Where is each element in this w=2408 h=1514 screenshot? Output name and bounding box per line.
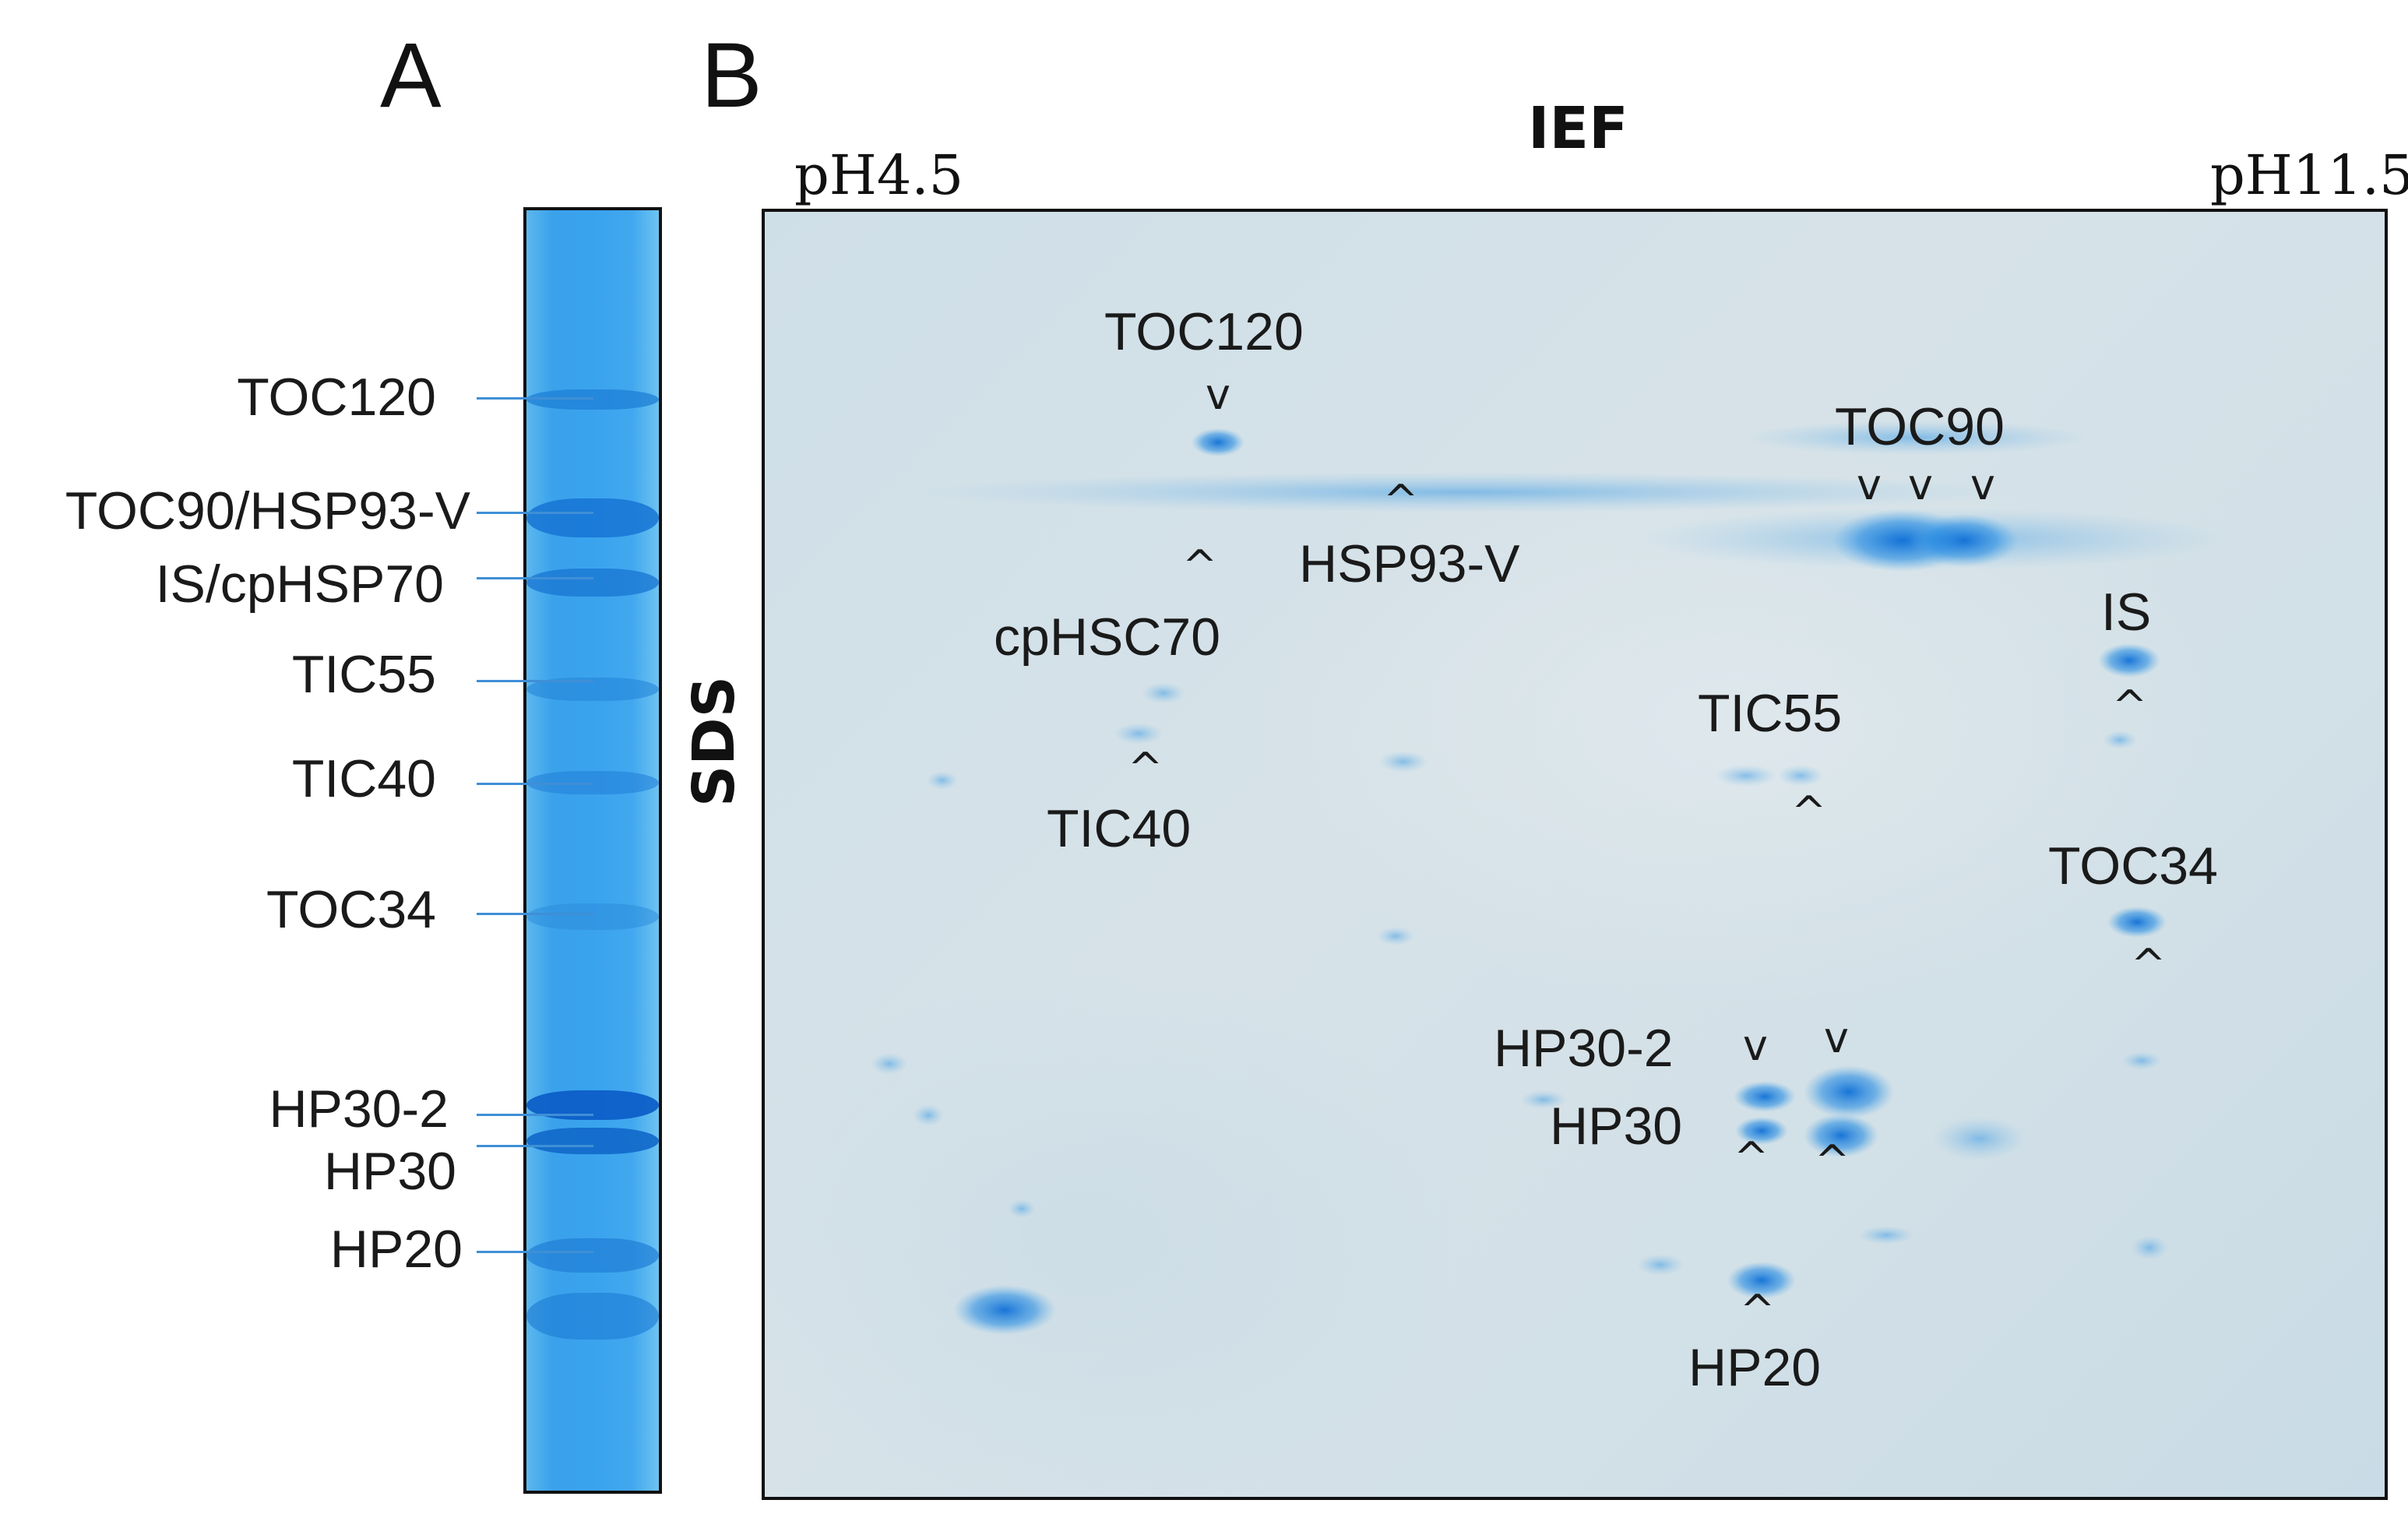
arrow-down-icon: v bbox=[1743, 1021, 1768, 1070]
lane-band bbox=[526, 1238, 659, 1273]
panel-b-letter: B bbox=[701, 24, 762, 127]
gel-spot bbox=[1715, 765, 1777, 787]
spot-label-tic55: TIC55 bbox=[1698, 684, 1843, 743]
gel-spot bbox=[2103, 731, 2137, 749]
lane-band bbox=[526, 903, 659, 930]
gel-spot bbox=[1008, 1199, 1036, 1218]
gel-spot bbox=[1735, 1117, 1788, 1145]
leader-line bbox=[477, 913, 593, 915]
leader-line bbox=[477, 397, 593, 400]
leader-line bbox=[477, 1114, 593, 1116]
sds-axis-title: SDS bbox=[681, 675, 748, 807]
arrow-up-icon: ^ bbox=[1815, 1136, 1850, 1185]
gel-spot bbox=[1378, 751, 1428, 773]
spot-label-cphsc70: cpHSC70 bbox=[994, 607, 1221, 667]
gel-spot bbox=[1727, 1262, 1796, 1299]
gel-spot bbox=[1910, 514, 2019, 567]
gel-spot bbox=[2098, 643, 2160, 678]
lane-label-hp30: HP30 bbox=[323, 1142, 456, 1201]
gel-spot bbox=[1804, 1114, 1878, 1157]
arrow-up-icon: ^ bbox=[1383, 476, 1419, 525]
spot-label-hp30-2: HP30-2 bbox=[1494, 1019, 1674, 1078]
lane-label-hp30-2: HP30-2 bbox=[269, 1079, 449, 1139]
gel-spot bbox=[871, 1053, 908, 1075]
ph-start-label: pH4.5 bbox=[794, 143, 964, 207]
lane-label-toc120: TOC120 bbox=[237, 368, 436, 427]
lane-band bbox=[526, 389, 659, 410]
leader-line bbox=[477, 1145, 593, 1147]
spot-label-hsp93v: HSP93-V bbox=[1299, 534, 1520, 593]
gel-spot bbox=[1777, 765, 1824, 787]
lane-label-tic55: TIC55 bbox=[291, 645, 436, 704]
lane-label-hp20: HP20 bbox=[329, 1220, 463, 1279]
lane-band bbox=[526, 569, 659, 597]
gel-spot bbox=[2131, 1235, 2168, 1260]
gel-spot bbox=[1734, 1081, 1796, 1112]
gel-streak bbox=[921, 472, 2011, 512]
gel-spot bbox=[1192, 428, 1244, 456]
gel-spot bbox=[2121, 1051, 2162, 1070]
gel-spot bbox=[1114, 723, 1164, 745]
sds-page-lane bbox=[523, 207, 662, 1494]
gel-spots bbox=[871, 421, 2229, 1335]
arrow-up-icon: ^ bbox=[1740, 1286, 1776, 1335]
gel-spot bbox=[953, 1285, 1056, 1335]
gel-spot bbox=[1377, 927, 1414, 945]
gel-streak bbox=[1746, 421, 2089, 455]
gel-spot bbox=[1637, 1254, 1684, 1276]
lane-band bbox=[526, 498, 659, 537]
gel-spot bbox=[927, 771, 958, 790]
lane-label-toc90-hsp93v: TOC90/HSP93-V bbox=[65, 481, 470, 540]
arrow-down-icon: v bbox=[1857, 460, 1882, 509]
lane-label-toc34: TOC34 bbox=[266, 880, 436, 939]
spot-label-tic40: TIC40 bbox=[1047, 799, 1192, 858]
leader-line bbox=[477, 577, 593, 579]
leader-line bbox=[477, 512, 593, 514]
gel-spot bbox=[1520, 1090, 1567, 1109]
spot-label-is: IS bbox=[2101, 583, 2152, 642]
spot-label-toc34: TOC34 bbox=[2048, 836, 2218, 896]
lane-label-is-cphsp70: IS/cpHSP70 bbox=[155, 555, 444, 614]
ief-axis-title: IEF bbox=[1528, 95, 1628, 162]
ph-end-label: pH11.5 bbox=[2210, 143, 2408, 207]
leader-line bbox=[477, 783, 593, 785]
arrow-up-icon: ^ bbox=[2112, 681, 2148, 731]
arrow-up-icon: ^ bbox=[1734, 1133, 1769, 1182]
spot-label-toc120: TOC120 bbox=[1104, 302, 1304, 361]
arrow-up-icon: ^ bbox=[1128, 744, 1164, 793]
panel-a-letter: A bbox=[380, 24, 442, 127]
lane-band bbox=[526, 1128, 659, 1154]
leader-line bbox=[477, 1251, 593, 1253]
arrow-down-icon: v bbox=[1206, 370, 1230, 419]
spot-label-hp30: HP30 bbox=[1550, 1097, 1683, 1156]
gel-spot bbox=[1858, 1226, 1914, 1245]
gel-spot bbox=[2107, 907, 2167, 938]
gel-spot bbox=[1804, 1065, 1894, 1118]
2d-gel-image bbox=[762, 209, 2388, 1500]
arrow-up-icon: ^ bbox=[1182, 541, 1218, 590]
arrow-up-icon: ^ bbox=[1791, 787, 1827, 836]
lane-band bbox=[526, 1293, 659, 1340]
leader-line bbox=[477, 680, 593, 682]
gel-spot bbox=[1142, 682, 1185, 704]
gel-spot bbox=[1933, 1117, 2026, 1160]
gel-spot bbox=[913, 1104, 944, 1126]
arrow-down-icon: v bbox=[1908, 460, 1933, 509]
arrow-up-icon: ^ bbox=[2131, 940, 2167, 989]
arrow-down-icon: v bbox=[1824, 1013, 1849, 1062]
arrow-down-icon: v bbox=[1970, 460, 1995, 509]
spot-label-hp20: HP20 bbox=[1688, 1338, 1822, 1397]
spot-label-toc90: TOC90 bbox=[1835, 397, 2005, 456]
lane-label-tic40: TIC40 bbox=[291, 749, 436, 808]
